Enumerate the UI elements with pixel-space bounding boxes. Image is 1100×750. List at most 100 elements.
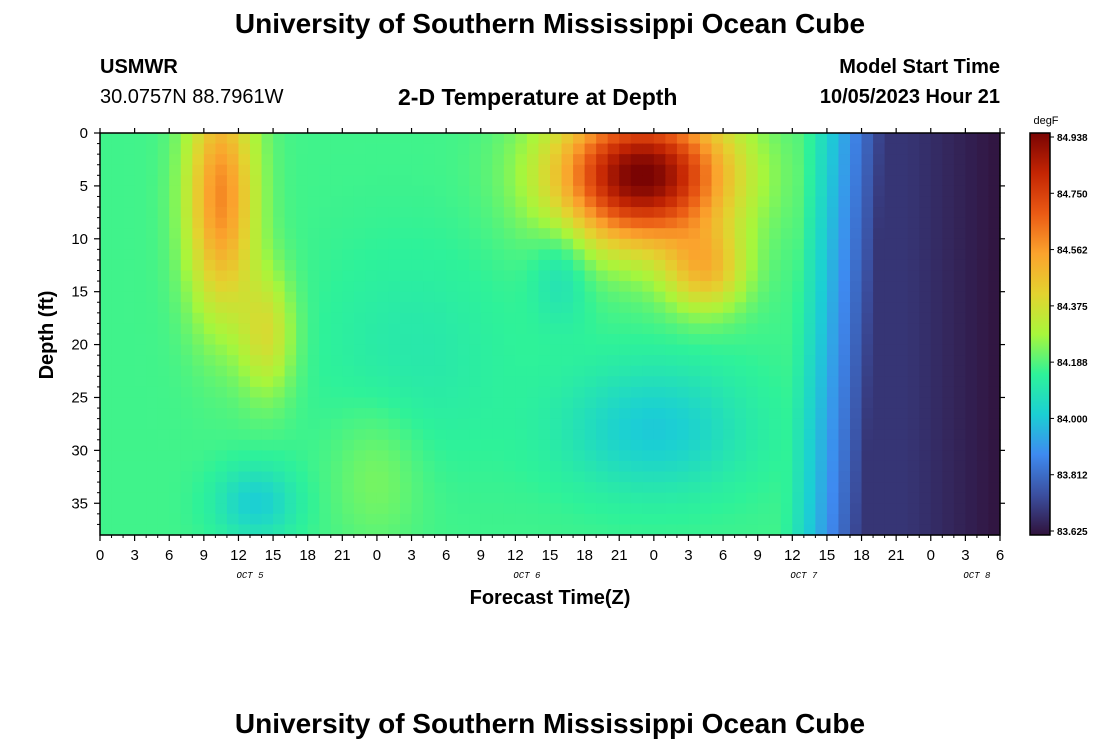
heat-cell: [388, 185, 401, 198]
chart-axes: 0 3 6 9 12 15 18 21 0 3 6 9 12 15 18 21 0 3 6 9 12 15 18 21 0 3 6O…: [71, 125, 1005, 581]
heat-cell: [700, 524, 713, 536]
heat-cell: [584, 249, 597, 261]
heat-cell: [261, 154, 274, 166]
heat-cell: [169, 450, 182, 462]
heat-cell: [388, 207, 401, 219]
heat-cell: [780, 386, 793, 399]
heat-cell: [550, 217, 563, 229]
heat-cell: [780, 312, 793, 325]
heat-cell: [388, 450, 401, 462]
heat-cell: [111, 133, 124, 145]
heat-cell: [146, 355, 159, 367]
heat-cell: [492, 228, 505, 240]
heat-cell: [896, 217, 909, 229]
heat-cell: [284, 312, 297, 325]
heat-cell: [376, 323, 390, 335]
heat-cell: [561, 503, 574, 515]
heat-cell: [884, 397, 897, 409]
heat-cell: [757, 175, 770, 187]
heat-cell: [180, 471, 193, 483]
heat-cell: [273, 323, 286, 335]
heat-cell: [503, 281, 516, 293]
heat-cell: [226, 238, 240, 250]
heat-cell: [607, 376, 620, 388]
heat-cell: [307, 185, 320, 198]
heat-cell: [826, 238, 840, 250]
heat-cell: [434, 450, 447, 462]
heat-cell: [780, 175, 793, 187]
heat-cell: [573, 460, 586, 473]
heat-cell: [573, 249, 586, 261]
heat-cell: [284, 471, 297, 483]
heat-cell: [884, 365, 897, 377]
heat-cell: [838, 175, 851, 187]
heat-cell: [907, 302, 920, 314]
heat-cell: [503, 524, 516, 536]
heat-cell: [884, 344, 897, 356]
heat-cell: [642, 281, 655, 293]
heat-cell: [100, 143, 113, 155]
heat-cell: [238, 196, 251, 208]
heat-cell: [861, 482, 874, 494]
heat-cell: [157, 492, 170, 504]
heat-cell: [180, 408, 193, 420]
heat-cell: [388, 460, 401, 473]
heat-cell: [642, 471, 655, 483]
heat-cell: [400, 281, 413, 293]
heat-cell: [146, 418, 159, 430]
heat-cell: [596, 439, 609, 451]
heat-cell: [503, 482, 516, 494]
heat-cell: [896, 386, 909, 399]
heat-cell: [838, 302, 851, 314]
heat-cell: [607, 259, 620, 272]
heat-cell: [757, 471, 770, 483]
heat-cell: [492, 429, 505, 441]
heat-cell: [688, 228, 701, 240]
heat-cell: [388, 408, 401, 420]
heat-cell: [469, 450, 482, 462]
heat-cell: [226, 323, 240, 335]
heat-cell: [157, 175, 170, 187]
heat-cell: [411, 238, 424, 250]
heat-cell: [896, 355, 909, 367]
heat-cell: [930, 154, 943, 166]
heat-cell: [630, 259, 643, 272]
heat-cell: [446, 386, 459, 399]
heat-cell: [446, 334, 459, 346]
heat-cell: [780, 397, 793, 409]
heat-cell: [215, 386, 228, 399]
heat-cell: [434, 175, 447, 187]
heat-cell: [642, 334, 655, 346]
heat-cell: [296, 228, 309, 240]
heat-cell: [226, 185, 240, 198]
heat-cell: [203, 503, 216, 515]
heat-cell: [446, 164, 459, 176]
heat-cell: [850, 460, 863, 473]
heat-cell: [515, 175, 528, 187]
heat-cell: [134, 302, 147, 314]
heat-cell: [711, 302, 724, 314]
heat-cell: [746, 323, 759, 335]
heat-cell: [873, 133, 886, 145]
heat-cell: [307, 418, 320, 430]
heat-cell: [607, 439, 620, 451]
heat-cell: [215, 175, 228, 187]
heat-cell: [353, 344, 366, 356]
heat-cell: [250, 492, 263, 504]
heat-cell: [619, 365, 632, 377]
heat-cell: [515, 355, 528, 367]
heat-cell: [503, 513, 516, 526]
heat-cell: [988, 524, 1001, 536]
heat-cell: [538, 154, 551, 166]
footer-title: University of Southern Mississippi Ocean…: [234, 708, 866, 739]
heat-cell: [157, 228, 170, 240]
heat-cell: [192, 259, 205, 272]
heat-cell: [630, 185, 643, 198]
heat-cell: [180, 323, 193, 335]
heat-cell: [780, 524, 793, 536]
heat-cell: [261, 418, 274, 430]
heat-cell: [457, 164, 470, 176]
heat-cell: [803, 386, 816, 399]
heat-cell: [296, 312, 309, 325]
heat-cell: [780, 270, 793, 282]
